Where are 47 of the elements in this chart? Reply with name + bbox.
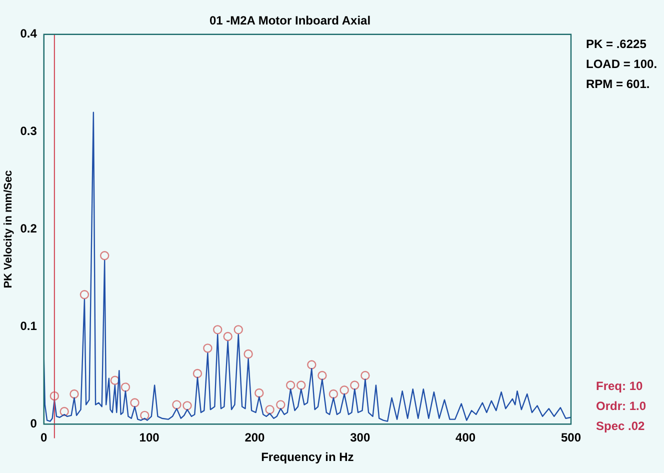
point [140, 410, 150, 420]
point [244, 349, 253, 359]
point [307, 360, 316, 370]
x-tick-label: 500 [560, 430, 582, 445]
y-tick-label: 0 [30, 416, 38, 431]
x-axis-title: Frequency in Hz [261, 450, 354, 464]
point [360, 370, 370, 380]
point [192, 368, 202, 378]
point [60, 406, 69, 416]
point [296, 380, 306, 390]
y-tick-label: 0.2 [20, 222, 38, 236]
point [350, 380, 360, 390]
point [223, 332, 232, 342]
y-tick-label: 0.1 [20, 319, 38, 334]
point [254, 388, 264, 398]
point [265, 404, 274, 414]
y-axis-title: PK Velocity in mm/Sec [2, 170, 15, 288]
text: Freq: 10 [596, 378, 644, 395]
point [50, 391, 60, 401]
x-tick-label: 200 [244, 430, 266, 445]
point [203, 344, 212, 353]
y-tick-label: 0.4 [20, 26, 38, 41]
point [286, 380, 296, 390]
point [80, 290, 90, 300]
point [100, 251, 110, 260]
point [234, 325, 243, 334]
chart-title: 01 -M2A Motor Inboard Axial [209, 14, 371, 28]
text: Ordr: 1.0 [596, 398, 646, 415]
point [120, 382, 130, 392]
point [130, 398, 140, 408]
text: LOAD = 100. [586, 56, 658, 73]
point [318, 370, 327, 380]
y-tick-label: 0.3 [20, 124, 38, 138]
x-tick-label: 100 [139, 430, 160, 445]
point [328, 389, 338, 399]
point [213, 325, 222, 334]
text: RPM = 601. [586, 76, 651, 93]
text: Spec .02 [596, 418, 646, 435]
point [172, 400, 182, 410]
point [276, 400, 286, 410]
x-tick-label: 400 [456, 430, 476, 445]
x-tick-label: 300 [350, 430, 370, 445]
x-tick-label: 0 [40, 430, 48, 445]
point [182, 401, 192, 410]
text: PK = .6225 [586, 36, 648, 53]
point [340, 385, 349, 395]
point [70, 389, 79, 399]
